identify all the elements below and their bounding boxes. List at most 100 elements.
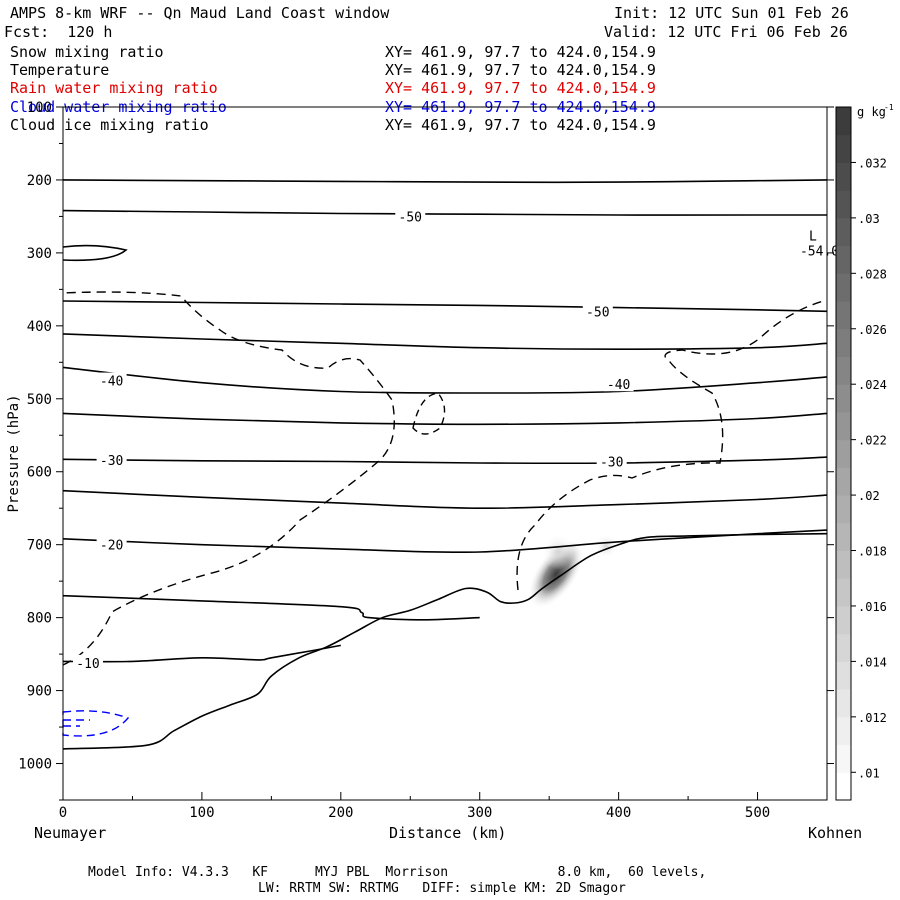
y-tick-label: 400	[27, 319, 52, 335]
chart-title: AMPS 8-km WRF -- Qn Maud Land Coast wind…	[10, 4, 390, 22]
left-endpoint-label: Neumayer	[34, 824, 107, 842]
colorbar-bin	[836, 522, 851, 552]
colorbar-bin	[836, 467, 851, 496]
isotherm-label-bg	[603, 376, 634, 392]
colorbar-frame	[835, 106, 852, 801]
field-name-rain: Rain water mixing ratio	[10, 79, 218, 97]
colorbar-bin	[836, 356, 851, 385]
forecast-hour: Fcst: 120 h	[4, 23, 113, 41]
field-xy-cloud-ice: XY= 461.9, 97.7 to 424.0,154.9	[385, 116, 656, 134]
x-tick-label: 200	[328, 805, 353, 821]
y-tick-label: 200	[27, 173, 52, 189]
colorbar-tick-label: .028	[858, 267, 887, 281]
isotherm-label: -50	[586, 305, 609, 320]
colorbar-tick-label: .03	[858, 212, 880, 226]
x-tick-label: 400	[606, 805, 631, 821]
plot-frame	[62, 106, 828, 801]
isotherm-line	[62, 366, 828, 394]
cloud-ice-contour-small	[412, 392, 446, 435]
colorbar-bin	[836, 633, 851, 662]
colorbar-bin	[836, 411, 851, 441]
field-xy-rain: XY= 461.9, 97.7 to 424.0,154.9	[385, 79, 656, 97]
isotherm-label-bg	[96, 372, 127, 388]
colorbar-tick-label: .014	[858, 655, 887, 669]
cloud-water-contour	[62, 710, 130, 737]
y-tick-label: 900	[27, 684, 52, 700]
field-xy-temperature: XY= 461.9, 97.7 to 424.0,154.9	[385, 61, 656, 79]
field-name-temperature: Temperature	[10, 61, 110, 79]
isotherm-line	[62, 179, 828, 184]
field-name-snow: Snow mixing ratio	[10, 43, 164, 61]
colorbar-bin	[836, 384, 851, 413]
colorbar-bin	[836, 217, 851, 247]
field-name-cloud-ice: Cloud ice mixing ratio	[10, 116, 209, 134]
isotherm-label-bg	[96, 536, 127, 552]
colorbar-bin	[836, 328, 851, 357]
low-marker-value: -54.0	[800, 244, 839, 259]
colorbar-bin	[836, 772, 851, 801]
colorbar-tick-label: .012	[858, 711, 887, 725]
colorbar-bin	[836, 661, 851, 690]
isotherm-label: -40	[607, 378, 630, 393]
x-tick-label: 300	[467, 805, 492, 821]
x-tick-label: 0	[59, 805, 67, 821]
low-contour	[62, 244, 128, 262]
colorbar-bin	[836, 439, 851, 468]
isotherm-label-bg	[395, 208, 426, 224]
isotherm-label: -30	[100, 454, 123, 469]
colorbar-tick-label: .018	[858, 545, 887, 559]
isotherm-line	[62, 644, 341, 663]
colorbar-units: g kg	[857, 105, 886, 119]
isotherm-line	[62, 209, 827, 216]
isotherm-line	[62, 412, 828, 426]
colorbar-tick-label: .026	[858, 323, 887, 337]
isotherm-line	[62, 489, 828, 510]
isotherm-line	[62, 300, 828, 313]
isotherm-label-bg	[73, 654, 104, 670]
cloud-ice-contour-right	[516, 299, 828, 591]
y-tick-label: 600	[27, 465, 52, 481]
colorbar-units-exponent: -1	[884, 103, 894, 112]
colorbar-bin	[836, 744, 851, 773]
colorbar-bin	[836, 273, 851, 302]
model-info-line1: Model Info: V4.3.3 KF MYJ PBL Morrison 8…	[88, 865, 707, 880]
y-tick-label: 300	[27, 246, 52, 262]
snow-shading-upper	[542, 533, 575, 570]
cloud-water-inner	[63, 719, 90, 727]
model-info-line2: LW: RRTM SW: RRTMG DIFF: simple KM: 2D S…	[258, 881, 626, 896]
terrain-surface-line	[62, 532, 828, 750]
isotherm-line	[62, 456, 828, 465]
right-endpoint-label: Kohnen	[808, 824, 863, 842]
colorbar-bin	[836, 689, 851, 718]
colorbar-tick-label: .022	[858, 434, 887, 448]
colorbar-tick-label: .024	[858, 378, 887, 392]
isotherm-line	[62, 333, 828, 351]
colorbar-bin	[836, 190, 851, 219]
isotherm-line	[62, 594, 480, 621]
x-tick-label: 500	[745, 805, 770, 821]
colorbar-tick-label: .016	[858, 600, 887, 614]
isotherm-label-bg	[596, 453, 627, 469]
colorbar-bin	[836, 245, 851, 274]
isotherm-label: -50	[399, 210, 422, 225]
x-axis-label: Distance (km)	[389, 824, 507, 842]
colorbar-bin	[836, 716, 851, 746]
colorbar-bin	[836, 495, 851, 524]
colorbar-bin	[836, 162, 851, 191]
low-marker-letter: L	[809, 229, 817, 244]
y-tick-label: 1000	[18, 757, 52, 773]
colorbar-bin	[836, 134, 851, 163]
colorbar-tick-label: .02	[858, 489, 880, 503]
init-time: Init: 12 UTC Sun 01 Feb 26	[614, 4, 849, 22]
isotherm-label-bg	[96, 452, 127, 468]
valid-time: Valid: 12 UTC Fri 06 Feb 26	[604, 23, 848, 41]
y-tick-label: 500	[27, 392, 52, 408]
y-axis-label: Pressure (hPa)	[6, 394, 22, 512]
y-tick-label: 800	[27, 611, 52, 627]
colorbar-tick-label: .032	[858, 156, 887, 170]
colorbar-bin	[836, 301, 851, 330]
colorbar-bin	[836, 550, 851, 579]
isotherm-line	[62, 529, 828, 554]
colorbar-bin	[836, 578, 851, 607]
